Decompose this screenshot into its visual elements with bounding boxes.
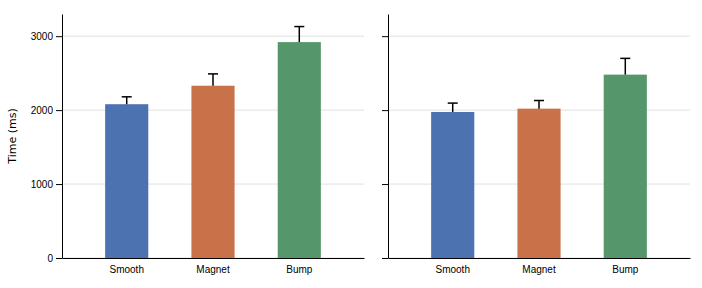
y-tick-label: 0 bbox=[47, 253, 53, 264]
chart: SmoothMagnetBump0100020003000Time (ms)Sm… bbox=[0, 0, 702, 288]
y-tick-label: 1000 bbox=[31, 179, 54, 190]
error-bar-stem bbox=[538, 101, 540, 109]
axis-line bbox=[389, 258, 691, 259]
error-bar bbox=[534, 101, 544, 109]
x-tick: Bump bbox=[612, 264, 639, 275]
x-axis: Smooth Magnet Bump bbox=[389, 259, 691, 276]
error-bar bbox=[122, 97, 132, 104]
axis-line bbox=[62, 15, 63, 259]
x-tick: Bump bbox=[286, 264, 313, 275]
y-tick-mark bbox=[382, 184, 388, 185]
error-bar bbox=[620, 58, 630, 74]
error-bar bbox=[208, 74, 218, 86]
x-tick-label: Smooth bbox=[109, 264, 143, 275]
x-tick-label: Bump bbox=[612, 264, 639, 275]
error-bar-cap bbox=[534, 100, 544, 102]
bar bbox=[191, 86, 234, 258]
y-tick-label: 2000 bbox=[31, 105, 54, 116]
bar bbox=[278, 42, 321, 258]
y-axis-label: Time (ms) bbox=[6, 108, 19, 164]
panel: Smooth Magnet Bump bbox=[382, 15, 691, 276]
x-tick-label: Bump bbox=[286, 264, 313, 275]
x-tick: Magnet bbox=[522, 264, 556, 275]
grid bbox=[62, 36, 364, 258]
x-tick-label: Magnet bbox=[196, 264, 230, 275]
bar bbox=[431, 112, 474, 258]
error-bar-cap bbox=[620, 58, 630, 60]
panel: Smooth Magnet Bump 0 1000 2000 3000 Time (ms) bbox=[6, 15, 365, 276]
bar bbox=[105, 104, 148, 258]
x-tick-label: Magnet bbox=[522, 264, 556, 275]
axis-line bbox=[63, 258, 365, 259]
y-tick-mark bbox=[56, 258, 62, 259]
error-bar-stem bbox=[126, 97, 128, 104]
error-bar-stem bbox=[452, 103, 454, 112]
marks bbox=[105, 27, 321, 258]
error-bar-cap bbox=[294, 26, 304, 28]
y-tick: 0 bbox=[47, 253, 62, 264]
error-bar-cap bbox=[122, 96, 132, 98]
axis-line bbox=[388, 15, 389, 259]
grid bbox=[388, 36, 690, 258]
x-tick: Magnet bbox=[196, 264, 230, 275]
y-tick bbox=[382, 184, 388, 185]
y-tick-label: 3000 bbox=[31, 31, 54, 42]
y-tick-mark bbox=[56, 110, 62, 111]
y-axis: 0 1000 2000 3000 bbox=[31, 15, 63, 264]
grid-line bbox=[62, 36, 364, 37]
x-axis: Smooth Magnet Bump bbox=[63, 259, 365, 276]
y-tick: 3000 bbox=[31, 31, 62, 42]
y-tick: 2000 bbox=[31, 105, 62, 116]
error-bar bbox=[294, 27, 304, 43]
y-tick-mark bbox=[382, 258, 388, 259]
y-tick: 1000 bbox=[31, 179, 62, 190]
y-tick-mark bbox=[382, 36, 388, 37]
x-tick: Smooth bbox=[109, 264, 143, 275]
bar bbox=[604, 75, 647, 258]
y-tick bbox=[382, 258, 388, 259]
x-tick-label: Smooth bbox=[435, 264, 469, 275]
bar bbox=[517, 109, 560, 258]
error-bar-cap bbox=[448, 102, 458, 104]
error-bar-cap bbox=[208, 73, 218, 75]
x-tick: Smooth bbox=[435, 264, 469, 275]
error-bar bbox=[448, 103, 458, 112]
y-tick-mark bbox=[56, 36, 62, 37]
error-bar-stem bbox=[625, 58, 627, 74]
y-tick-mark bbox=[56, 184, 62, 185]
y-tick-mark bbox=[382, 110, 388, 111]
y-tick bbox=[382, 36, 388, 37]
error-bar-stem bbox=[212, 74, 214, 86]
grid-line bbox=[388, 36, 690, 37]
marks bbox=[431, 58, 647, 258]
y-tick bbox=[382, 110, 388, 111]
error-bar-stem bbox=[299, 27, 301, 43]
y-axis bbox=[382, 15, 389, 259]
